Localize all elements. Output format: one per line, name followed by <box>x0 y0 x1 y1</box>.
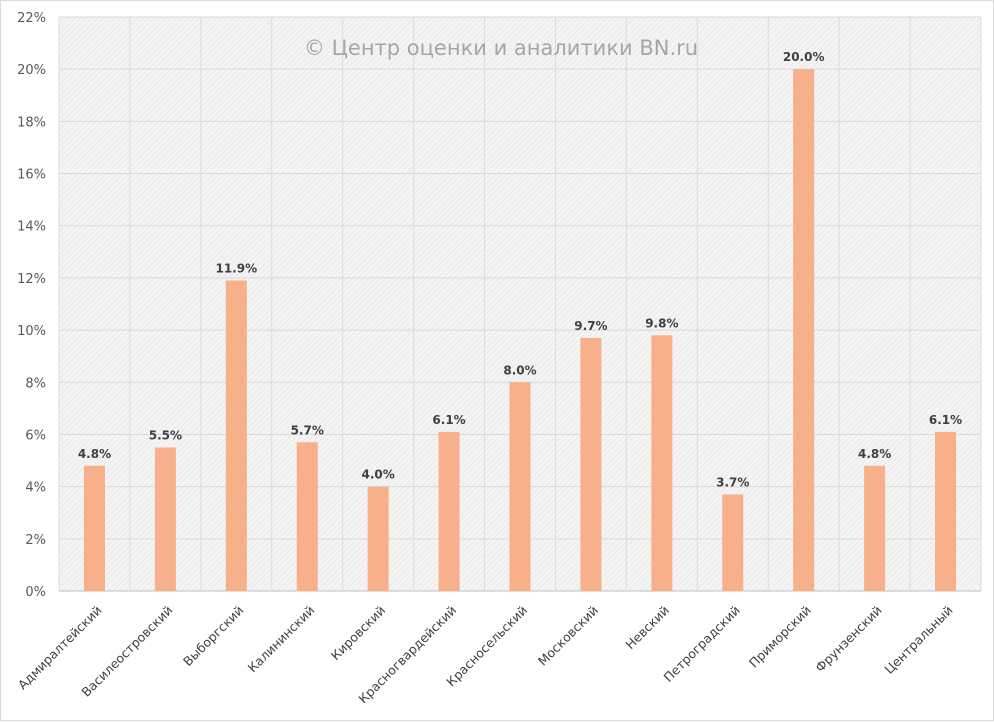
y-tick-label: 14% <box>17 220 46 235</box>
y-tick-label: 12% <box>17 272 46 287</box>
data-label: 8.0% <box>503 363 536 377</box>
x-tick-label: Фрунзенский <box>812 603 884 675</box>
data-label: 9.8% <box>645 316 678 330</box>
y-tick-label: 10% <box>17 324 46 339</box>
bar-5 <box>438 431 460 591</box>
y-tick-label: 20% <box>17 63 46 78</box>
data-label: 5.7% <box>291 423 324 437</box>
x-tick-label: Московский <box>535 603 601 669</box>
data-label: 4.8% <box>78 447 111 461</box>
x-tick-label: Центральный <box>881 603 955 677</box>
y-tick-label: 2% <box>25 533 46 548</box>
x-tick-label: Приморский <box>746 603 814 671</box>
data-label: 11.9% <box>215 262 257 276</box>
bar-6 <box>509 382 531 591</box>
x-tick-label: Калининский <box>245 603 318 676</box>
watermark: © Центр оценки и аналитики BN.ru <box>304 36 698 60</box>
bar-8 <box>651 335 673 591</box>
bar-12 <box>935 431 957 591</box>
data-label: 9.7% <box>574 319 607 333</box>
bar-7 <box>580 337 602 591</box>
y-tick-label: 6% <box>25 428 46 443</box>
x-tick-label: Невский <box>622 603 672 653</box>
bar-3 <box>296 442 318 591</box>
bar-0 <box>83 465 105 591</box>
bar-4 <box>367 486 389 591</box>
x-tick-label: Кировский <box>328 603 389 664</box>
y-tick-label: 0% <box>25 585 46 600</box>
data-label: 4.0% <box>362 468 395 482</box>
bar-11 <box>864 465 886 591</box>
data-label: 20.0% <box>783 50 825 64</box>
bar-1 <box>154 447 176 591</box>
data-label: 5.5% <box>149 429 182 443</box>
y-tick-label: 22% <box>17 11 46 26</box>
y-tick-label: 18% <box>17 115 46 130</box>
data-label: 6.1% <box>432 413 465 427</box>
bar-9 <box>722 494 744 591</box>
x-tick-label: Петроградский <box>661 603 743 685</box>
bar-10 <box>793 69 815 591</box>
data-label: 6.1% <box>929 413 962 427</box>
data-label: 3.7% <box>716 475 749 489</box>
y-tick-label: 8% <box>25 376 46 391</box>
x-tick-label: Выборгский <box>180 603 246 669</box>
y-tick-label: 16% <box>17 168 46 183</box>
y-tick-label: 4% <box>25 481 46 496</box>
bar-2 <box>225 280 247 591</box>
data-label: 4.8% <box>858 447 891 461</box>
